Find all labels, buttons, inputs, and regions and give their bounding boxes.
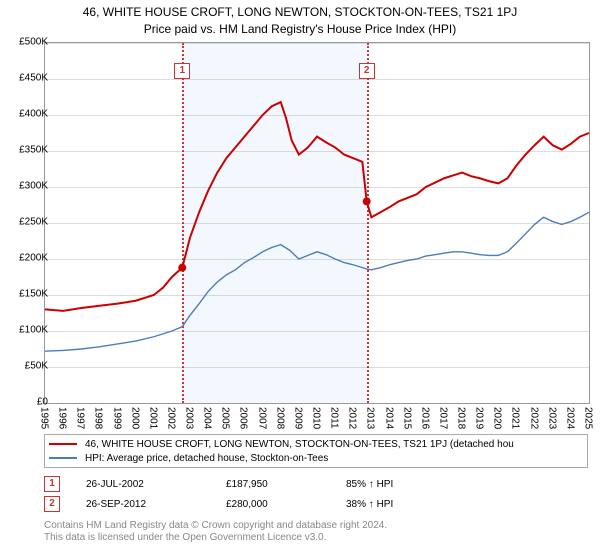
chart-plot-area: 12 bbox=[44, 42, 590, 404]
x-axis-label: 2024 bbox=[564, 407, 575, 429]
x-axis-label: 2003 bbox=[184, 407, 195, 429]
x-axis-label: 2007 bbox=[256, 407, 267, 429]
x-axis-label: 2001 bbox=[147, 407, 158, 429]
legend-swatch bbox=[49, 443, 77, 445]
footer-line2: This data is licensed under the Open Gov… bbox=[44, 532, 588, 544]
x-axis-label: 2002 bbox=[165, 407, 176, 429]
x-axis-label: 2025 bbox=[583, 407, 594, 429]
x-axis-label: 2005 bbox=[220, 407, 231, 429]
event-row: 1 26-JUL-2002£187,95085% ↑ HPI bbox=[44, 474, 588, 494]
series-line bbox=[45, 212, 589, 351]
x-axis-label: 2009 bbox=[292, 407, 303, 429]
x-axis-label: 2012 bbox=[347, 407, 358, 429]
x-axis-label: 2020 bbox=[492, 407, 503, 429]
x-axis-label: 2018 bbox=[456, 407, 467, 429]
y-axis-label: £100K bbox=[8, 325, 52, 336]
legend-label: 46, WHITE HOUSE CROFT, LONG NEWTON, STOC… bbox=[85, 439, 514, 450]
event-price: £280,000 bbox=[226, 499, 346, 510]
x-axis-label: 2014 bbox=[383, 407, 394, 429]
chart-title: 46, WHITE HOUSE CROFT, LONG NEWTON, STOC… bbox=[0, 0, 600, 21]
footer-line1: Contains HM Land Registry data © Crown c… bbox=[44, 520, 588, 532]
event-delta: 38% ↑ HPI bbox=[346, 499, 393, 510]
x-axis-label: 2000 bbox=[129, 407, 140, 429]
y-axis-label: £200K bbox=[8, 253, 52, 264]
legend-label: HPI: Average price, detached house, Stoc… bbox=[85, 453, 328, 464]
legend-item: 46, WHITE HOUSE CROFT, LONG NEWTON, STOC… bbox=[49, 437, 583, 451]
legend-item: HPI: Average price, detached house, Stoc… bbox=[49, 451, 583, 465]
y-axis-label: £0 bbox=[8, 397, 52, 408]
x-axis-label: 2008 bbox=[274, 407, 285, 429]
footer-attribution: Contains HM Land Registry data © Crown c… bbox=[44, 520, 588, 544]
x-axis-label: 2006 bbox=[238, 407, 249, 429]
x-axis-label: 2019 bbox=[474, 407, 485, 429]
y-axis-label: £250K bbox=[8, 217, 52, 228]
event-row: 2 26-SEP-2012£280,00038% ↑ HPI bbox=[44, 494, 588, 514]
y-axis-label: £450K bbox=[8, 73, 52, 84]
x-axis-label: 2011 bbox=[329, 407, 340, 429]
y-axis-label: £300K bbox=[8, 181, 52, 192]
x-axis-label: 1996 bbox=[57, 407, 68, 429]
chart-subtitle: Price paid vs. HM Land Registry's House … bbox=[0, 21, 600, 38]
y-axis-label: £500K bbox=[8, 37, 52, 48]
series-line bbox=[45, 102, 589, 311]
event-id-box: 1 bbox=[44, 476, 60, 492]
x-axis-label: 2015 bbox=[401, 407, 412, 429]
x-axis-label: 2004 bbox=[202, 407, 213, 429]
x-axis-label: 1998 bbox=[93, 407, 104, 429]
x-axis-label: 2010 bbox=[311, 407, 322, 429]
y-axis-label: £150K bbox=[8, 289, 52, 300]
event-marker-dot bbox=[363, 197, 371, 205]
y-axis-label: £400K bbox=[8, 109, 52, 120]
legend: 46, WHITE HOUSE CROFT, LONG NEWTON, STOC… bbox=[44, 434, 588, 468]
event-date: 26-SEP-2012 bbox=[86, 499, 226, 510]
x-axis-label: 2016 bbox=[419, 407, 430, 429]
event-price: £187,950 bbox=[226, 479, 346, 490]
x-axis-label: 1999 bbox=[111, 407, 122, 429]
x-axis-label: 2023 bbox=[546, 407, 557, 429]
x-axis-label: 2021 bbox=[510, 407, 521, 429]
legend-swatch bbox=[49, 457, 77, 458]
y-axis-label: £50K bbox=[8, 361, 52, 372]
event-marker-dot bbox=[178, 264, 186, 272]
x-axis-label: 2022 bbox=[528, 407, 539, 429]
event-date: 26-JUL-2002 bbox=[86, 479, 226, 490]
y-axis-label: £350K bbox=[8, 145, 52, 156]
x-axis-label: 1995 bbox=[39, 407, 50, 429]
x-axis-label: 2013 bbox=[365, 407, 376, 429]
x-axis-label: 2017 bbox=[437, 407, 448, 429]
x-axis-label: 1997 bbox=[75, 407, 86, 429]
event-id-box: 2 bbox=[44, 496, 60, 512]
event-delta: 85% ↑ HPI bbox=[346, 479, 393, 490]
event-table: 1 26-JUL-2002£187,95085% ↑ HPI 2 26-SEP-201… bbox=[44, 474, 588, 514]
